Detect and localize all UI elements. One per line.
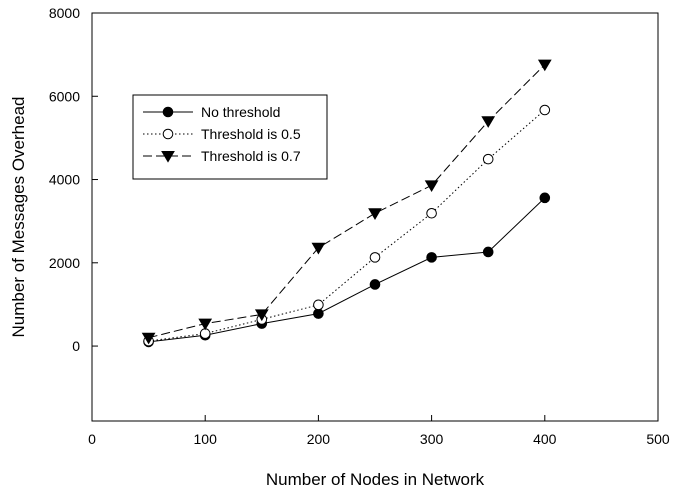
series-line: [148, 197, 546, 343]
data-point: [482, 153, 494, 165]
series-layer: [141, 59, 552, 348]
series-line: [148, 64, 546, 339]
y-tick-label: 2000: [49, 255, 80, 271]
data-point: [426, 252, 437, 263]
data-point: [198, 318, 213, 331]
legend-item: Threshold is 0.7: [143, 148, 301, 164]
x-tick-label: 100: [194, 431, 218, 447]
legend-label: No threshold: [201, 104, 280, 120]
data-point: [482, 246, 494, 258]
y-tick-label: 0: [72, 338, 80, 354]
data-point: [254, 309, 269, 322]
y-axis-title: Number of Messages Overhead: [9, 97, 28, 338]
legend-label: Threshold is 0.5: [201, 126, 301, 142]
x-axis-title: Number of Nodes in Network: [266, 470, 485, 489]
y-tick-label: 6000: [49, 88, 80, 104]
legend: No threshold Threshold is 0.5 Threshold is…: [132, 94, 328, 180]
data-point: [369, 279, 381, 290]
data-point: [368, 208, 382, 220]
legend-item: No threshold: [143, 104, 280, 120]
series-3: [141, 59, 552, 345]
data-point: [424, 180, 439, 193]
y-tick-label: 4000: [49, 172, 80, 188]
legend-label: Threshold is 0.7: [201, 148, 301, 164]
legend-marker: [162, 106, 174, 118]
x-tick-label: 500: [646, 431, 670, 447]
legend-marker: [162, 128, 174, 140]
data-point: [311, 242, 326, 255]
data-point: [313, 299, 324, 311]
x-tick-label: 0: [88, 431, 96, 447]
x-tick-label: 200: [307, 431, 331, 447]
x-tick-label: 300: [420, 431, 444, 447]
data-point: [537, 59, 552, 72]
y-axis: 0 2000 4000 6000 8000: [49, 5, 98, 354]
x-axis: 0 100 200 300 400 500: [88, 415, 670, 447]
legend-marker: [161, 151, 175, 163]
data-point: [313, 308, 324, 319]
legend-item: Threshold is 0.5: [143, 126, 301, 142]
data-point: [426, 207, 437, 219]
x-tick-label: 400: [533, 431, 557, 447]
series-line: [148, 109, 546, 342]
data-point: [481, 116, 496, 128]
data-point: [369, 252, 381, 263]
data-point: [539, 192, 551, 204]
plot-frame: [91, 12, 659, 422]
data-point: [141, 332, 156, 345]
y-tick-label: 8000: [49, 5, 80, 21]
data-point: [539, 104, 551, 116]
